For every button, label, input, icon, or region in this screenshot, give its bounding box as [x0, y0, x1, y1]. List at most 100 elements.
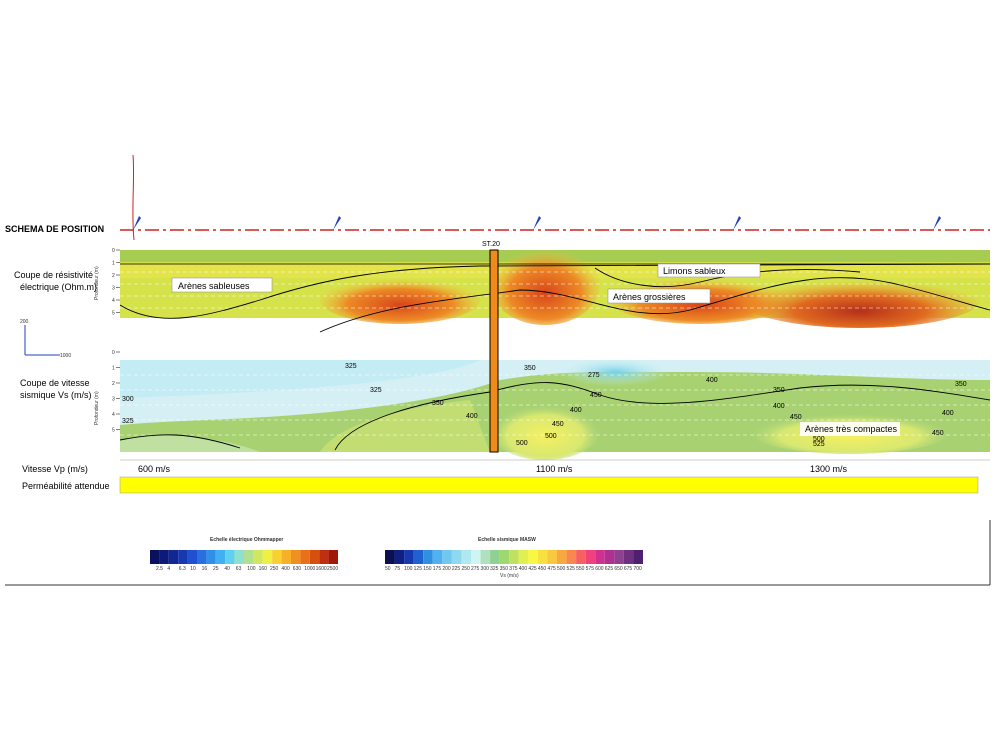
- color-swatch: [413, 550, 424, 564]
- section-title: sismique Vs (m/s): [20, 390, 92, 400]
- legend-tick: 25: [213, 566, 219, 572]
- borehole-label: ST.20: [482, 241, 500, 248]
- legend-tick: 125: [414, 566, 423, 572]
- color-swatch: [206, 550, 216, 564]
- color-swatch: [442, 550, 452, 564]
- row-label: Perméabilité attendue: [22, 481, 110, 491]
- legend-tick: 630: [293, 566, 302, 572]
- color-swatch: [385, 550, 395, 564]
- depth-tick: 5: [112, 428, 115, 434]
- legend-tick: 375: [509, 566, 518, 572]
- vp-value: 1300 m/s: [810, 464, 848, 474]
- color-swatch: [178, 550, 188, 564]
- layer-label: Arènes grossières: [613, 292, 686, 302]
- legend-tick: 450: [538, 566, 547, 572]
- color-swatch: [244, 550, 254, 564]
- legend-tick: 200: [442, 566, 451, 572]
- contour-label: 400: [570, 407, 582, 414]
- legend-tick: 40: [224, 566, 230, 572]
- color-swatch: [319, 550, 329, 564]
- layer-label: Arènes très compactes: [805, 424, 898, 434]
- legend-tick: 10: [190, 566, 196, 572]
- color-swatch: [576, 550, 586, 564]
- legend-tick: 400: [281, 566, 290, 572]
- legend-tick: 500: [557, 566, 566, 572]
- depth-tick: 0: [112, 350, 115, 356]
- scale-label: 1000: [60, 353, 71, 359]
- color-swatch: [262, 550, 273, 564]
- contour-label: 350: [773, 387, 785, 394]
- legend-title: Echelle sismique MASW: [478, 537, 536, 543]
- color-swatch: [499, 550, 510, 564]
- color-swatch: [451, 550, 462, 564]
- color-swatch: [471, 550, 481, 564]
- contour-label: 400: [466, 413, 478, 420]
- depth-tick: 2: [112, 273, 115, 279]
- legend-tick: 50: [385, 566, 391, 572]
- contour-label: 500: [813, 436, 825, 443]
- legend-tick: 600: [595, 566, 604, 572]
- position-markers: [133, 216, 941, 230]
- legend-tick: 175: [433, 566, 442, 572]
- legend-tick: 425: [528, 566, 537, 572]
- color-swatch: [404, 550, 414, 564]
- legend-tick: 525: [567, 566, 576, 572]
- depth-tick: 0: [112, 248, 115, 254]
- color-swatch: [197, 550, 207, 564]
- color-swatch: [187, 550, 197, 564]
- color-swatch: [225, 550, 235, 564]
- contour-label: 450: [790, 414, 802, 421]
- section-title: Coupe de vitesse: [20, 378, 90, 388]
- contour-label: 275: [588, 372, 600, 379]
- contour-label: 325: [345, 363, 357, 370]
- legend-tick: 625: [605, 566, 614, 572]
- color-swatch: [394, 550, 405, 564]
- color-swatch: [291, 550, 301, 564]
- legend-tick: 16: [202, 566, 208, 572]
- position-title: SCHEMA DE POSITION: [5, 224, 104, 234]
- vp-value: 600 m/s: [138, 464, 171, 474]
- depth-tick: 3: [112, 286, 115, 292]
- legend-tick: 1600: [316, 566, 327, 572]
- color-swatch: [614, 550, 624, 564]
- contour-label: 350: [955, 381, 967, 388]
- color-swatch: [281, 550, 291, 564]
- legend-tick: 550: [576, 566, 585, 572]
- legend-tick: 325: [490, 566, 499, 572]
- legend-tick: 225: [452, 566, 461, 572]
- contour-label: 450: [552, 421, 564, 428]
- contour-label: 325: [122, 418, 134, 425]
- legend-title: Echelle électrique Ohmmapper: [210, 537, 283, 543]
- legend-tick: 63: [236, 566, 242, 572]
- legend-tick: 700: [633, 566, 642, 572]
- depth-tick: 5: [112, 311, 115, 317]
- contour-label: 400: [773, 403, 785, 410]
- color-swatch: [537, 550, 548, 564]
- legend-tick: 1000: [304, 566, 315, 572]
- contour-label: 500: [516, 440, 528, 447]
- color-swatch: [528, 550, 538, 564]
- color-swatch: [518, 550, 529, 564]
- color-swatch: [595, 550, 605, 564]
- depth-tick: 4: [112, 298, 115, 304]
- color-swatch: [423, 550, 433, 564]
- legend-tick: 4: [167, 566, 170, 572]
- legend-tick: 275: [471, 566, 480, 572]
- row-label: Vitesse Vp (m/s): [22, 464, 88, 474]
- color-swatch: [215, 550, 226, 564]
- color-swatch: [168, 550, 179, 564]
- contour-label: 350: [524, 365, 536, 372]
- contour-label: 400: [706, 377, 718, 384]
- color-swatch: [604, 550, 615, 564]
- contour-label: 400: [942, 410, 954, 417]
- legend-tick: 650: [614, 566, 623, 572]
- legend-tick: 75: [395, 566, 401, 572]
- color-swatch: [633, 550, 643, 564]
- legend-tick: 250: [270, 566, 279, 572]
- depth-tick: 1: [112, 261, 115, 267]
- contour-label: 525: [813, 441, 825, 448]
- layer-label: Limons sableux: [663, 266, 726, 276]
- legend-tick: 675: [624, 566, 633, 572]
- legend-tick: 2500: [327, 566, 338, 572]
